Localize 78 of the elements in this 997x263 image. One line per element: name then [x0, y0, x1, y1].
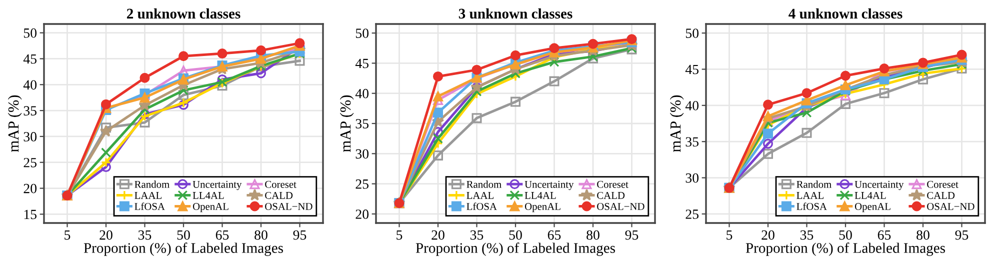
- legend-label: LAAL: [134, 192, 162, 199]
- x-tick-label: 80: [254, 230, 268, 240]
- legend-label: CALD: [265, 192, 293, 199]
- legend-label: CALD: [927, 192, 955, 199]
- legend-label: Coreset: [927, 180, 958, 188]
- legend-label: OSAL−ND: [927, 203, 974, 210]
- y-tick-label: 35: [356, 119, 369, 128]
- legend-label: Random: [134, 180, 170, 188]
- y-tick-label: 50: [24, 28, 37, 38]
- y-tick-label: 15: [24, 210, 37, 220]
- y-tick-label: 30: [24, 132, 37, 142]
- x-tick-label: 65: [878, 230, 891, 240]
- y-tick-label: 40: [355, 88, 369, 98]
- legend-label: LL4AL: [192, 192, 224, 199]
- x-tick-label: 50: [509, 230, 522, 240]
- y-tick-label: 25: [356, 179, 369, 189]
- legend-label: LfOSA: [796, 202, 827, 210]
- legend-label: LL4AL: [854, 192, 886, 199]
- x-tick-label: 50: [177, 230, 190, 240]
- x-axis-title: Proportion (%) of Labeled Images: [84, 242, 283, 256]
- y-tick-label: 20: [24, 184, 37, 194]
- x-tick-label: 20: [432, 230, 444, 240]
- y-tick-label: 50: [686, 28, 699, 38]
- legend-label: Uncertainty: [854, 180, 904, 190]
- chart-title: 4 unknown classes: [788, 8, 902, 19]
- x-tick-label: 95: [955, 230, 968, 240]
- y-tick-label: 45: [685, 64, 699, 74]
- x-tick-label: 65: [548, 230, 561, 240]
- legend-label: OSAL−ND: [597, 203, 644, 210]
- x-tick-label: 35: [138, 230, 152, 240]
- legend-label: Random: [796, 180, 832, 188]
- legend-label: Coreset: [597, 180, 628, 188]
- legend-label: LAAL: [796, 192, 824, 199]
- x-tick-label: 5: [64, 230, 70, 240]
- x-tick-label: 95: [625, 230, 638, 240]
- x-tick-label: 50: [839, 230, 852, 240]
- legend-label: OpenAL: [854, 203, 890, 212]
- y-tick-label: 35: [686, 137, 699, 147]
- chart-title: 3 unknown classes: [458, 8, 572, 19]
- x-tick-label: 80: [916, 230, 930, 240]
- y-axis-title: mAP (%): [340, 95, 354, 152]
- x-tick-label: 35: [800, 230, 814, 240]
- legend-label: Uncertainty: [192, 180, 242, 190]
- legend-label: OSAL−ND: [265, 203, 312, 210]
- x-tick-label: 20: [100, 230, 112, 240]
- legend-label: OpenAL: [524, 203, 560, 212]
- legend-label: LfOSA: [134, 202, 165, 210]
- x-tick-label: 80: [586, 230, 600, 240]
- legend-label: Random: [466, 180, 502, 188]
- legend-label: LL4AL: [524, 192, 556, 199]
- legend-label: CALD: [597, 192, 625, 199]
- y-tick-label: 20: [356, 210, 369, 219]
- legend-label: Uncertainty: [524, 180, 574, 190]
- y-tick-label: 45: [23, 54, 37, 64]
- x-tick-label: 95: [293, 230, 306, 240]
- legend-label: Coreset: [265, 180, 296, 188]
- x-tick-label: 65: [216, 230, 229, 240]
- y-tick-label: 45: [355, 58, 369, 68]
- y-tick-label: 40: [23, 80, 37, 90]
- y-tick-label: 30: [356, 149, 369, 159]
- y-tick-label: 25: [686, 210, 699, 219]
- y-tick-label: 25: [24, 158, 37, 168]
- y-tick-label: 30: [686, 173, 699, 183]
- x-tick-label: 20: [762, 230, 774, 240]
- x-axis-title: Proportion (%) of Labeled Images: [416, 242, 615, 256]
- y-tick-label: 35: [24, 106, 37, 116]
- chart-title: 2 unknown classes: [126, 8, 240, 19]
- y-tick-label: 50: [356, 28, 369, 38]
- x-tick-label: 35: [470, 230, 484, 240]
- legend-label: OpenAL: [192, 203, 228, 212]
- legend-label: LAAL: [466, 192, 494, 199]
- y-axis-title: mAP (%): [670, 95, 684, 152]
- x-tick-label: 5: [396, 230, 402, 240]
- y-tick-label: 40: [685, 100, 699, 110]
- legend-label: LfOSA: [466, 202, 497, 210]
- y-axis-title: mAP (%): [8, 95, 22, 152]
- x-axis-title: Proportion (%) of Labeled Images: [746, 242, 945, 256]
- x-tick-label: 5: [726, 230, 732, 240]
